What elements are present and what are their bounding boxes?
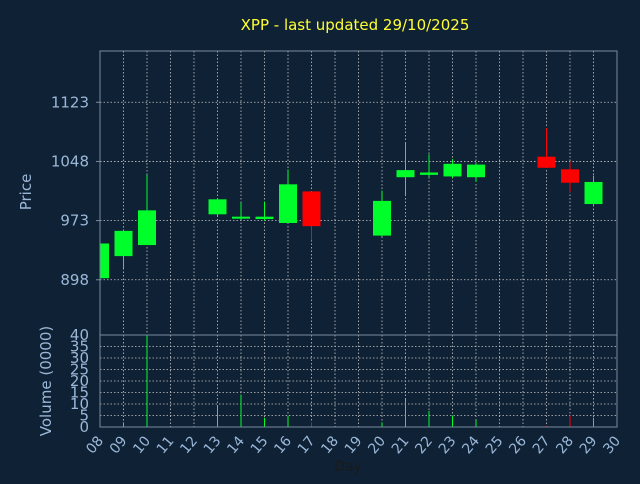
volume-tick-label: 30 (70, 349, 89, 367)
candle-body (467, 164, 485, 178)
price-candles (99, 128, 603, 279)
candle-body (302, 191, 321, 227)
candle-body (443, 163, 462, 177)
candle-body (420, 172, 438, 175)
volume-tick-label: 0 (79, 418, 89, 436)
price-tick-label: 1123 (51, 93, 89, 111)
volume-tick-label: 20 (70, 372, 89, 390)
candle-body (373, 200, 391, 236)
price-tick-label: 973 (60, 212, 89, 230)
candle-body (584, 181, 603, 205)
price-tick-label: 898 (60, 271, 89, 289)
candle-body (255, 216, 274, 220)
candle-body (561, 169, 579, 183)
volume-tick-label: 10 (70, 395, 89, 413)
candle-body (279, 184, 297, 223)
candle-body (114, 230, 133, 257)
price-grid (99, 51, 618, 335)
candle-body (232, 216, 250, 219)
candle-body (208, 199, 227, 215)
price-tick-label: 1048 (51, 152, 89, 170)
volume-axis-label: Volume (0000) (37, 326, 55, 436)
volume-tick-label: 35 (70, 338, 89, 356)
price-y-ticks: 898 973 1048 1123 (51, 93, 100, 289)
x-axis-label: Day (334, 459, 362, 475)
candle-body (396, 170, 415, 178)
volume-tick-label: 15 (70, 384, 89, 402)
x-ticks: 08 09 10 11 12 13 14 15 16 17 18 19 20 21 22 23 24 25 26 27… (83, 433, 624, 457)
volume-tick-label: 40 (70, 326, 89, 344)
volume-tick-label: 5 (79, 407, 89, 425)
candle-body (100, 243, 109, 279)
volume-panel-frame (99, 334, 618, 428)
volume-bars (99, 335, 594, 427)
candle-body (138, 210, 156, 246)
volume-tick-label: 25 (70, 361, 89, 379)
candle-body (537, 156, 556, 168)
chart-title: XPP - last updated 29/10/2025 (241, 16, 470, 34)
price-axis-label: Price (17, 174, 35, 211)
volume-grid (99, 334, 618, 428)
